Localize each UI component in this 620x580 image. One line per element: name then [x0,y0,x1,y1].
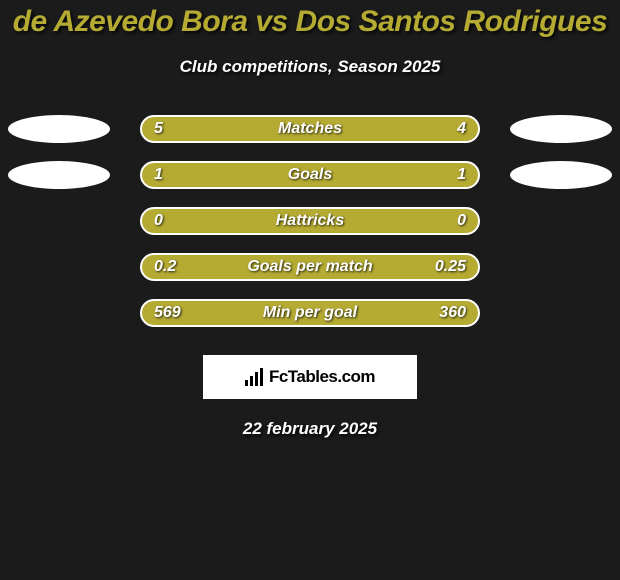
chart-icon [245,368,263,386]
date-label: 22 february 2025 [0,419,620,439]
stat-bar: 0.2 Goals per match 0.25 [140,253,480,281]
stat-value-left: 569 [154,304,181,322]
stat-row: 569 Min per goal 360 [0,299,620,327]
stat-bar: 569 Min per goal 360 [140,299,480,327]
logo-box[interactable]: FcTables.com [203,355,417,399]
stat-row: 1 Goals 1 [0,161,620,189]
stat-label: Goals [288,166,332,184]
stat-value-right: 1 [457,166,466,184]
stat-value-right: 0 [457,212,466,230]
stat-bar: 1 Goals 1 [140,161,480,189]
stat-bar: 0 Hattricks 0 [140,207,480,235]
stat-bar: 5 Matches 4 [140,115,480,143]
stat-row: 5 Matches 4 [0,115,620,143]
subtitle: Club competitions, Season 2025 [0,57,620,77]
stat-label: Matches [278,120,342,138]
stat-label: Hattricks [276,212,344,230]
player-ellipse-right [510,115,612,143]
stat-value-left: 5 [154,120,163,138]
stat-value-right: 4 [457,120,466,138]
stats-list: 5 Matches 4 1 Goals 1 0 Hattricks 0 0.2 Goals per … [0,115,620,327]
logo-text: FcTables.com [269,367,375,387]
stat-row: 0 Hattricks 0 [0,207,620,235]
page-title: de Azevedo Bora vs Dos Santos Rodrigues [0,5,620,39]
stat-value-left: 0 [154,212,163,230]
stat-value-left: 1 [154,166,163,184]
player-ellipse-left [8,161,110,189]
stat-label: Min per goal [263,304,357,322]
stat-row: 0.2 Goals per match 0.25 [0,253,620,281]
stat-label: Goals per match [247,258,372,276]
stat-value-right: 360 [439,304,466,322]
stat-value-left: 0.2 [154,258,176,276]
comparison-card: de Azevedo Bora vs Dos Santos Rodrigues … [0,0,620,439]
stat-value-right: 0.25 [435,258,466,276]
player-ellipse-right [510,161,612,189]
player-ellipse-left [8,115,110,143]
